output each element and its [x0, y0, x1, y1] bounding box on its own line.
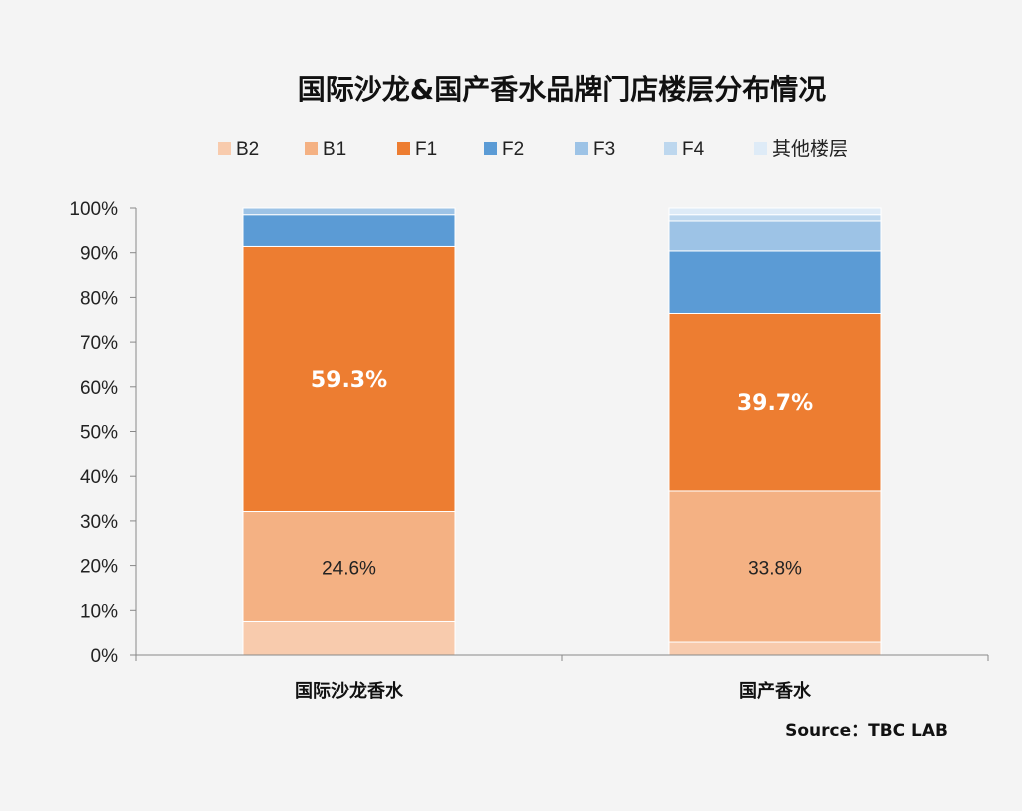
y-tick-label: 80%: [80, 288, 118, 309]
y-tick-label: 30%: [80, 512, 118, 533]
bar-segment-F1: [668, 312, 882, 492]
legend-label: F3: [593, 139, 615, 160]
y-tick-label: 100%: [69, 199, 118, 220]
source-note: Source：TBC LAB: [785, 721, 948, 741]
legend-label: B2: [236, 139, 259, 160]
y-tick-label: 0%: [91, 646, 119, 667]
bar-segment-F2: [668, 250, 882, 314]
bar-segment-B2: [668, 641, 882, 656]
x-axis: 国际沙龙香水 国产香水: [135, 654, 989, 702]
legend-swatch-F2: [484, 142, 497, 155]
bar-segment-F2: [242, 214, 456, 247]
bar-segment-B2: [242, 620, 456, 656]
x-category-label: 国际沙龙香水: [295, 680, 404, 702]
legend-swatch-F3: [575, 142, 588, 155]
legend-swatch-F1: [397, 142, 410, 155]
legend-swatch-B1: [305, 142, 318, 155]
chart-title: 国际沙龙&国产香水品牌门店楼层分布情况: [298, 73, 826, 106]
bar-segment-其他楼层: [668, 207, 882, 216]
y-tick-label: 10%: [80, 601, 118, 622]
y-tick-label: 90%: [80, 244, 118, 265]
bar-segment-F4: [668, 214, 882, 222]
y-tick-label: 40%: [80, 467, 118, 488]
legend-swatch-其他楼层: [754, 142, 767, 155]
bar-segment-B1: [668, 490, 882, 643]
legend-swatch-F4: [664, 142, 677, 155]
legend: B2 B1 F1 F2 F3 F4 其他楼层: [218, 138, 848, 160]
legend-label: 其他楼层: [772, 138, 848, 160]
bar-segment-F3: [668, 220, 882, 252]
bars: [242, 207, 882, 656]
y-tick-label: 60%: [80, 378, 118, 399]
x-category-label: 国产香水: [739, 680, 812, 702]
y-axis: 0% 10% 20% 30% 40% 50% 60% 70% 80% 90% 100%: [69, 199, 137, 667]
bar-segment-B1: [242, 511, 456, 622]
y-tick-label: 70%: [80, 333, 118, 354]
legend-swatch-B2: [218, 142, 231, 155]
bar-segment-F3: [242, 207, 456, 216]
data-label: 59.3%: [311, 368, 387, 393]
legend-label: F1: [415, 139, 437, 160]
legend-label: B1: [323, 139, 346, 160]
legend-label: F2: [502, 139, 524, 160]
data-label: 33.8%: [748, 558, 802, 579]
legend-label: F4: [682, 139, 705, 160]
data-labels: 24.6% 59.3% 33.8% 39.7%: [311, 368, 813, 580]
y-tick-label: 20%: [80, 557, 118, 578]
data-label: 39.7%: [737, 391, 813, 416]
y-tick-label: 50%: [80, 423, 118, 444]
bar-segment-F1: [242, 245, 456, 513]
data-label: 24.6%: [322, 558, 376, 579]
